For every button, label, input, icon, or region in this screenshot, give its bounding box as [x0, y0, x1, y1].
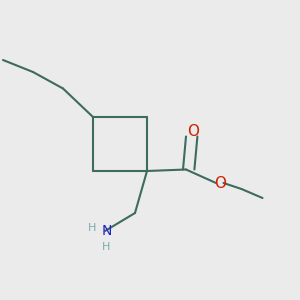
- Text: H: H: [102, 242, 111, 253]
- Text: O: O: [188, 124, 200, 139]
- Text: H: H: [88, 223, 97, 233]
- Text: O: O: [214, 176, 226, 190]
- Text: N: N: [101, 224, 112, 238]
